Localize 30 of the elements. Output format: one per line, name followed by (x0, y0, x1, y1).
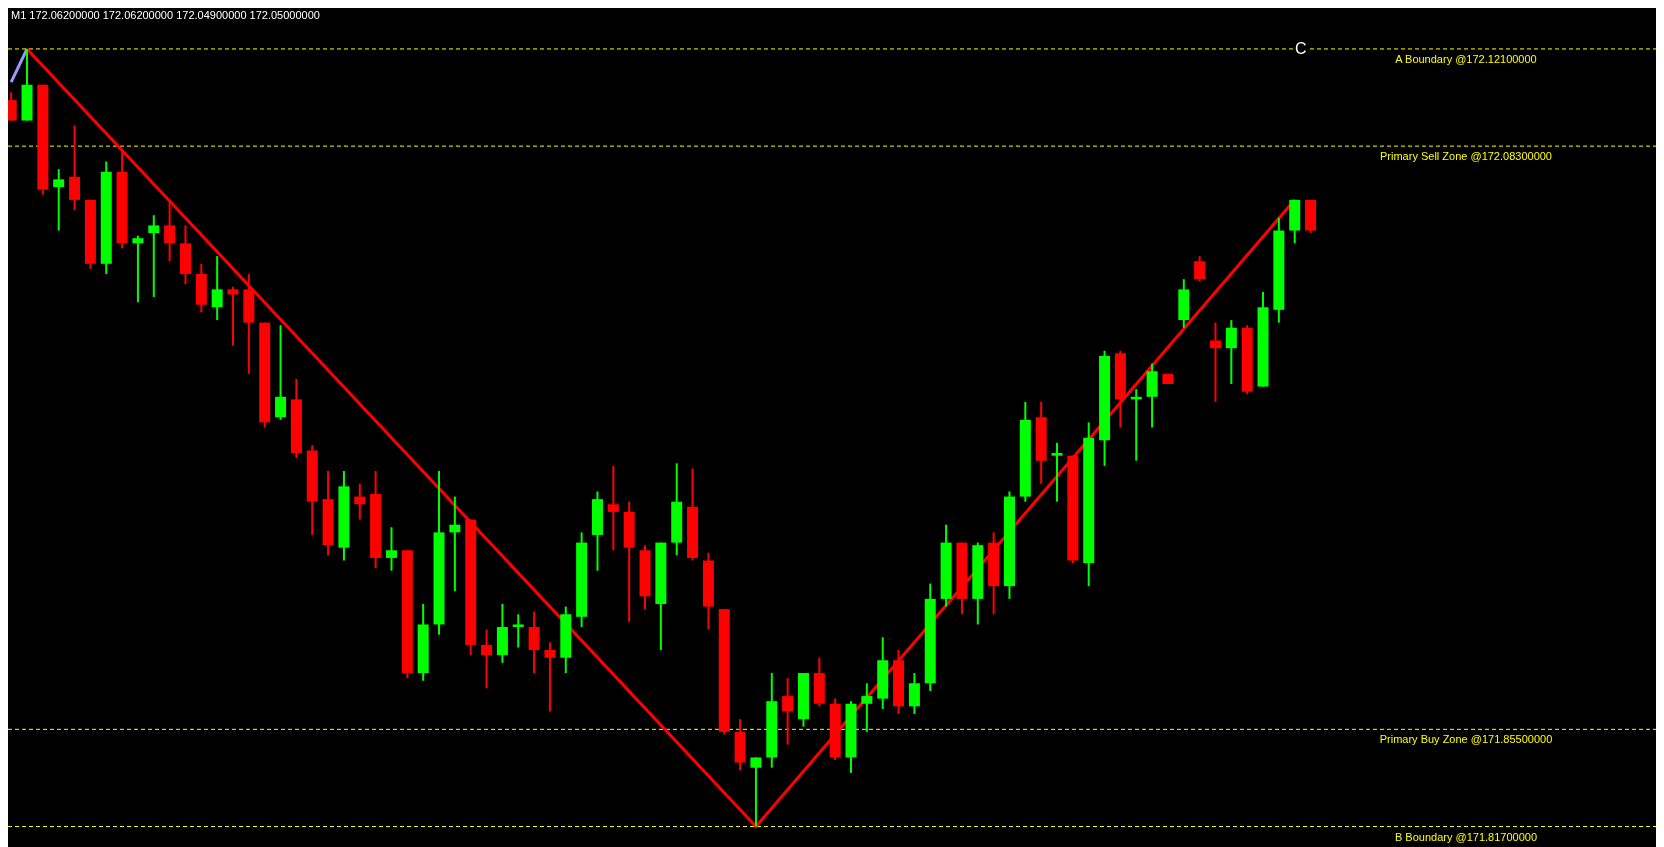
ref-line-label: Primary Buy Zone @171.85500000 (1379, 733, 1553, 746)
candlestick (750, 756, 762, 828)
candlestick (385, 526, 397, 572)
ref-line-label: Primary Sell Zone @172.08300000 (1380, 150, 1552, 163)
candlestick (544, 641, 556, 713)
candlestick (1209, 321, 1221, 403)
annotation: C (1294, 40, 1308, 58)
candlestick (354, 482, 366, 521)
candlestick (481, 628, 493, 690)
candlestick (607, 464, 619, 552)
candlestick (227, 285, 239, 347)
ref-line-label: B Boundary @171.81700000 (1394, 830, 1538, 843)
candlestick (908, 672, 920, 715)
candlestick (782, 677, 794, 746)
candlestick (69, 124, 81, 212)
candlestick (1194, 255, 1206, 283)
candlestick (53, 168, 65, 232)
candlestick (449, 495, 461, 593)
candlestick (164, 201, 176, 263)
candlestick (132, 234, 144, 304)
candlestick (528, 610, 540, 675)
candlestick (1051, 441, 1063, 503)
candlestick (148, 214, 160, 299)
candlestick (275, 324, 287, 421)
candlestick (861, 682, 873, 733)
candlestick (211, 255, 223, 322)
candlestick (512, 613, 524, 649)
candlestick (1225, 319, 1237, 386)
ref-line-label: A Boundary @172.12100000 (1395, 52, 1537, 65)
chart-title: M1 172.06200000 172.06200000 172.04900000 172.05000000 (11, 9, 320, 21)
